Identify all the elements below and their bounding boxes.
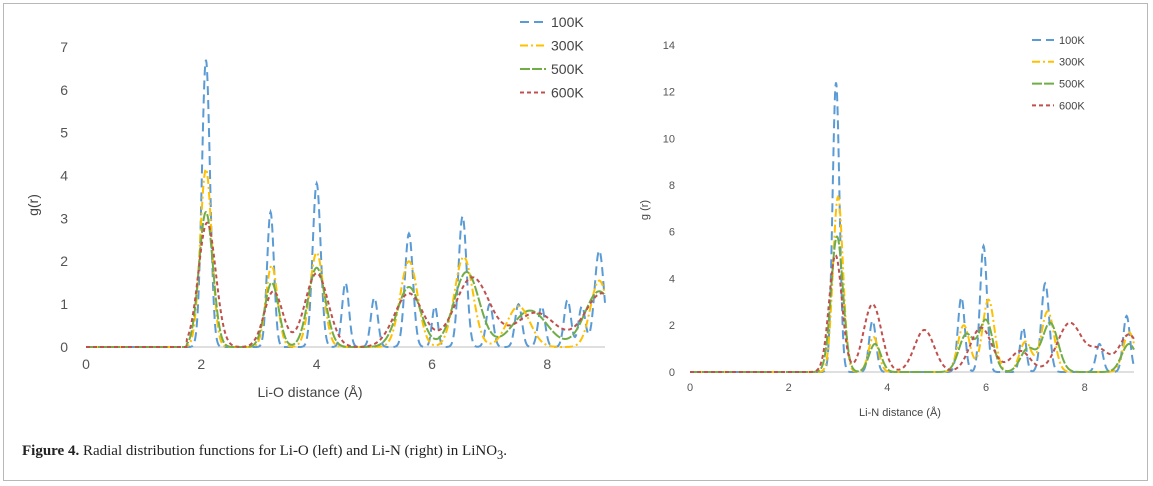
y-tick-label: 4 xyxy=(60,167,68,183)
series-line-500k xyxy=(690,235,1135,373)
caption-text-end: . xyxy=(503,443,508,459)
series-line-100k xyxy=(86,59,606,348)
caption-label: Figure 4. xyxy=(22,443,80,459)
series-line-300k xyxy=(690,194,1135,373)
chart-li-n: 0 2 4 6 8 10 12 14 0 2 4 6 8 Li-N distance (Å) g (r) 10… xyxy=(639,35,1135,419)
x-tick-label: 2 xyxy=(786,382,792,394)
y-tick-label: 3 xyxy=(60,210,68,226)
x-tick-label: 0 xyxy=(82,356,90,372)
y-tick-label: 10 xyxy=(663,133,675,145)
series-line-600k xyxy=(690,253,1135,373)
x-tick-label: 6 xyxy=(983,382,989,394)
series-line-600k xyxy=(86,221,606,348)
y-tick-label: 6 xyxy=(669,227,675,239)
legend-label: 600K xyxy=(551,84,584,100)
legend-label: 300K xyxy=(551,37,584,53)
x-tick-label: 2 xyxy=(197,356,205,372)
y-tick-label: 12 xyxy=(663,87,675,99)
figure-caption: Figure 4. Radial distribution functions … xyxy=(22,443,507,463)
x-tick-label: 8 xyxy=(543,356,551,372)
y-tick-label: 2 xyxy=(669,320,675,332)
x-axis-title: Li-O distance (Å) xyxy=(257,384,362,400)
figure-frame xyxy=(3,3,1148,481)
legend-label: 100K xyxy=(551,14,584,30)
y-tick-label: 14 xyxy=(663,40,675,52)
legend-label: 600K xyxy=(1059,100,1085,112)
x-tick-label: 6 xyxy=(428,356,436,372)
x-axis-title: Li-N distance (Å) xyxy=(859,406,941,419)
legend-label: 100K xyxy=(1059,35,1085,47)
series-line-300k xyxy=(86,167,606,348)
y-tick-label: 4 xyxy=(669,273,675,285)
x-tick-label: 4 xyxy=(884,382,890,394)
caption-subscript: 3 xyxy=(497,448,504,462)
series-line-500k xyxy=(86,210,606,348)
y-tick-label: 6 xyxy=(60,82,68,98)
legend-label: 300K xyxy=(1059,57,1085,69)
y-tick-label: 1 xyxy=(60,296,68,312)
chart-li-o: 0 1 2 3 4 5 6 7 0 2 4 6 8 Li-O distance (Å) g(r) 100K 30… xyxy=(25,14,606,400)
y-tick-label: 0 xyxy=(669,367,675,379)
y-axis-title: g(r) xyxy=(25,194,41,216)
caption-text: Radial distribution functions for Li-O (… xyxy=(79,443,498,459)
legend-label: 500K xyxy=(551,61,584,77)
x-tick-label: 4 xyxy=(313,356,321,372)
x-tick-label: 0 xyxy=(687,382,693,394)
legend-label: 500K xyxy=(1059,78,1085,90)
series-line-100k xyxy=(690,82,1135,373)
y-tick-label: 5 xyxy=(60,125,68,141)
y-tick-label: 8 xyxy=(669,180,675,192)
x-tick-label: 8 xyxy=(1082,382,1088,394)
y-tick-label: 2 xyxy=(60,253,68,269)
y-tick-label: 7 xyxy=(60,39,68,55)
y-tick-label: 0 xyxy=(60,339,68,355)
y-axis-title: g (r) xyxy=(639,200,651,220)
